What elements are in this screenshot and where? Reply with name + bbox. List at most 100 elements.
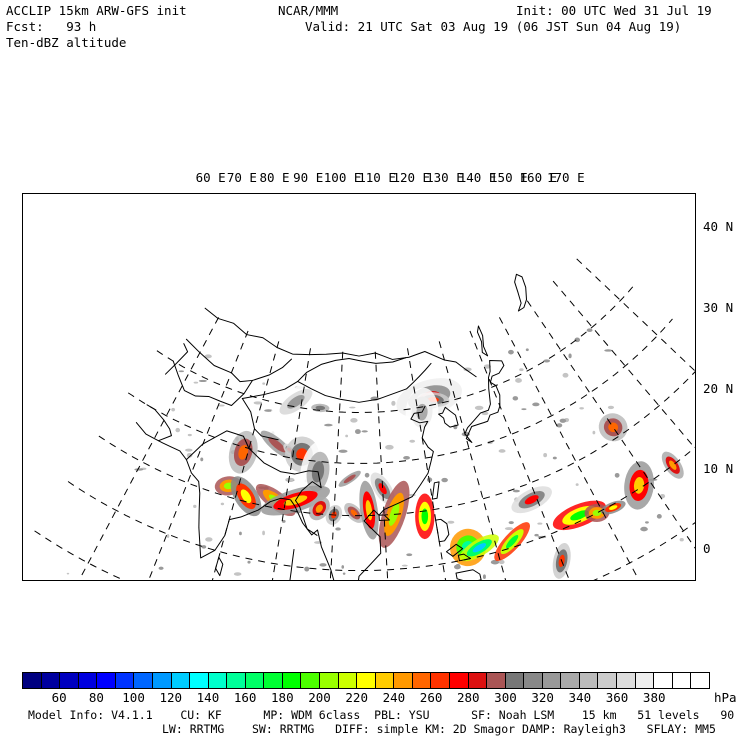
radar-echo	[315, 405, 326, 411]
lon-tick-label: 110 E	[358, 170, 396, 185]
radar-echo	[343, 474, 356, 484]
colorbar-tick-label: 300	[494, 690, 517, 705]
weak-echo-speckle	[525, 348, 529, 352]
weak-echo-speckle	[645, 521, 649, 524]
weak-echo-speckle	[193, 381, 199, 384]
lat-tick-label: 0	[703, 541, 711, 556]
colorbar-cell	[542, 673, 562, 688]
colorbar-cell	[617, 673, 636, 688]
lat-tick-label: 40 N	[703, 219, 734, 234]
weak-echo-speckle	[134, 468, 144, 471]
weak-echo-speckle	[519, 368, 524, 372]
weak-echo-speckle	[534, 533, 539, 537]
colorbar-cell	[561, 673, 580, 688]
map-canvas	[34, 257, 695, 580]
init-time: Init: 00 UTC Wed 31 Jul 19	[516, 3, 712, 18]
colorbar-cell	[635, 673, 655, 688]
radar-echo-layer	[66, 328, 684, 580]
colorbar	[22, 672, 710, 689]
radar-echo	[315, 504, 323, 513]
weak-echo-speckle	[656, 514, 662, 519]
model-info-line-2: LW: RRTMG SW: RRTMG DIFF: simple KM: 2D …	[162, 722, 716, 736]
weak-echo-speckle	[498, 449, 506, 453]
weak-echo-speckle	[454, 564, 461, 570]
radar-echo	[570, 510, 589, 521]
colorbar-cell	[487, 673, 506, 688]
weak-echo-speckle	[640, 526, 648, 532]
weak-echo-speckle	[345, 434, 349, 438]
colorbar-cell	[301, 673, 320, 688]
weak-echo-speckle	[324, 423, 333, 427]
weak-echo-speckle	[474, 405, 484, 410]
weak-echo-speckle	[447, 520, 455, 524]
weak-echo-speckle	[338, 449, 348, 453]
colorbar-cell	[115, 673, 135, 688]
colorbar-cell	[320, 673, 339, 688]
weak-echo-speckle	[537, 522, 543, 525]
colorbar-cell	[449, 673, 469, 688]
lat-tick-label: 20 N	[703, 381, 734, 396]
weak-echo-speckle	[205, 537, 213, 542]
colorbar-tick-label: 140	[196, 690, 220, 705]
lon-tick-label: 120 E	[392, 170, 431, 185]
radar-echo	[524, 495, 539, 505]
weak-echo-speckle	[508, 521, 514, 525]
weak-echo-speckle	[385, 444, 394, 450]
weak-echo-speckle	[220, 502, 225, 506]
colorbar-cell	[468, 673, 488, 688]
weak-echo-speckle	[543, 359, 551, 363]
colorbar-tick-label: 260	[419, 690, 443, 705]
weak-echo-speckle	[166, 534, 170, 539]
weak-echo-speckle	[247, 560, 251, 564]
weak-echo-speckle	[490, 559, 500, 565]
colorbar-cell	[227, 673, 246, 688]
colorbar-tick-label: 60	[51, 690, 67, 705]
weak-echo-speckle	[361, 430, 368, 433]
weak-echo-speckle	[559, 418, 567, 423]
lon-tick-label: 60 E	[195, 170, 226, 185]
weak-echo-speckle	[178, 370, 185, 373]
forecast-hour: Fcst: 93 h	[6, 19, 97, 34]
forecast-map[interactable]	[22, 193, 696, 581]
weak-echo-speckle	[341, 565, 345, 569]
weak-echo-speckle	[575, 483, 579, 486]
weak-echo-speckle	[556, 423, 563, 428]
radar-echo	[378, 483, 387, 495]
weak-echo-speckle	[607, 405, 615, 410]
colorbar-tick-label: 220	[345, 690, 368, 705]
lon-tick-label: 170 E	[546, 170, 585, 185]
colorbar-cell	[282, 673, 302, 688]
weak-echo-speckle	[441, 477, 448, 483]
lat-tick-label: 30 N	[703, 300, 734, 315]
weak-echo-speckle	[262, 530, 265, 536]
weak-echo-speckle	[586, 328, 593, 332]
colorbar-cell	[41, 673, 61, 688]
radar-echo	[608, 422, 619, 433]
lat-tick-label: 10 N	[703, 461, 734, 476]
weak-echo-speckle	[262, 382, 266, 385]
colorbar-cell	[394, 673, 413, 688]
lon-tick-label: 160 E	[519, 170, 558, 185]
radar-echo	[238, 444, 249, 460]
weak-echo-speckle	[355, 429, 361, 435]
weak-echo-speckle	[264, 409, 273, 412]
weak-echo-speckle	[342, 572, 346, 575]
weak-echo-speckle	[614, 472, 620, 478]
colorbar-cell	[691, 673, 709, 688]
weak-echo-speckle	[508, 349, 514, 355]
colorbar-cell	[264, 673, 283, 688]
weak-echo-speckle	[512, 489, 520, 493]
colorbar-tick-label: 360	[605, 690, 629, 705]
model-info-line-1: Model Info: V4.1.1 CU: KF MP: WDM 6class…	[28, 708, 740, 722]
colorbar-tick-label: 80	[88, 690, 104, 705]
colorbar-tick-label: 200	[308, 690, 331, 705]
model-title: ACCLIP 15km ARW-GFS init	[6, 3, 187, 18]
weak-echo-speckle	[201, 545, 207, 549]
lon-tick-label: 150 E	[490, 170, 528, 185]
weak-echo-speckle	[193, 504, 197, 508]
weak-echo-speckle	[403, 455, 410, 460]
colorbar-cell	[338, 673, 358, 688]
colorbar-cell	[598, 673, 617, 688]
weak-echo-speckle	[364, 472, 370, 478]
weak-echo-speckle	[592, 430, 596, 435]
